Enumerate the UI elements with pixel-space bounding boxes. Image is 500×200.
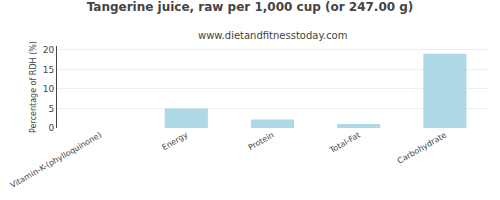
svg-text:10: 10 [43, 84, 55, 94]
svg-text:Total-Fat: Total-Fat [327, 130, 361, 155]
svg-text:www.dietandfitnesstoday.com: www.dietandfitnesstoday.com [198, 30, 347, 41]
svg-text:Carbohydrate: Carbohydrate [396, 130, 448, 165]
svg-text:15: 15 [43, 65, 54, 75]
svg-text:Protein: Protein [247, 130, 276, 152]
svg-text:Energy: Energy [161, 130, 190, 152]
svg-text:Percentage of RDH (%): Percentage of RDH (%) [29, 41, 38, 133]
svg-text:Vitamin-K-(phylloquinone): Vitamin-K-(phylloquinone) [9, 130, 103, 190]
svg-text:0: 0 [48, 123, 54, 133]
svg-text:5: 5 [48, 104, 54, 114]
svg-text:20: 20 [43, 45, 55, 55]
svg-text:Tangerine juice, raw per 1,000: Tangerine juice, raw per 1,000 cup (or 2… [87, 0, 414, 14]
